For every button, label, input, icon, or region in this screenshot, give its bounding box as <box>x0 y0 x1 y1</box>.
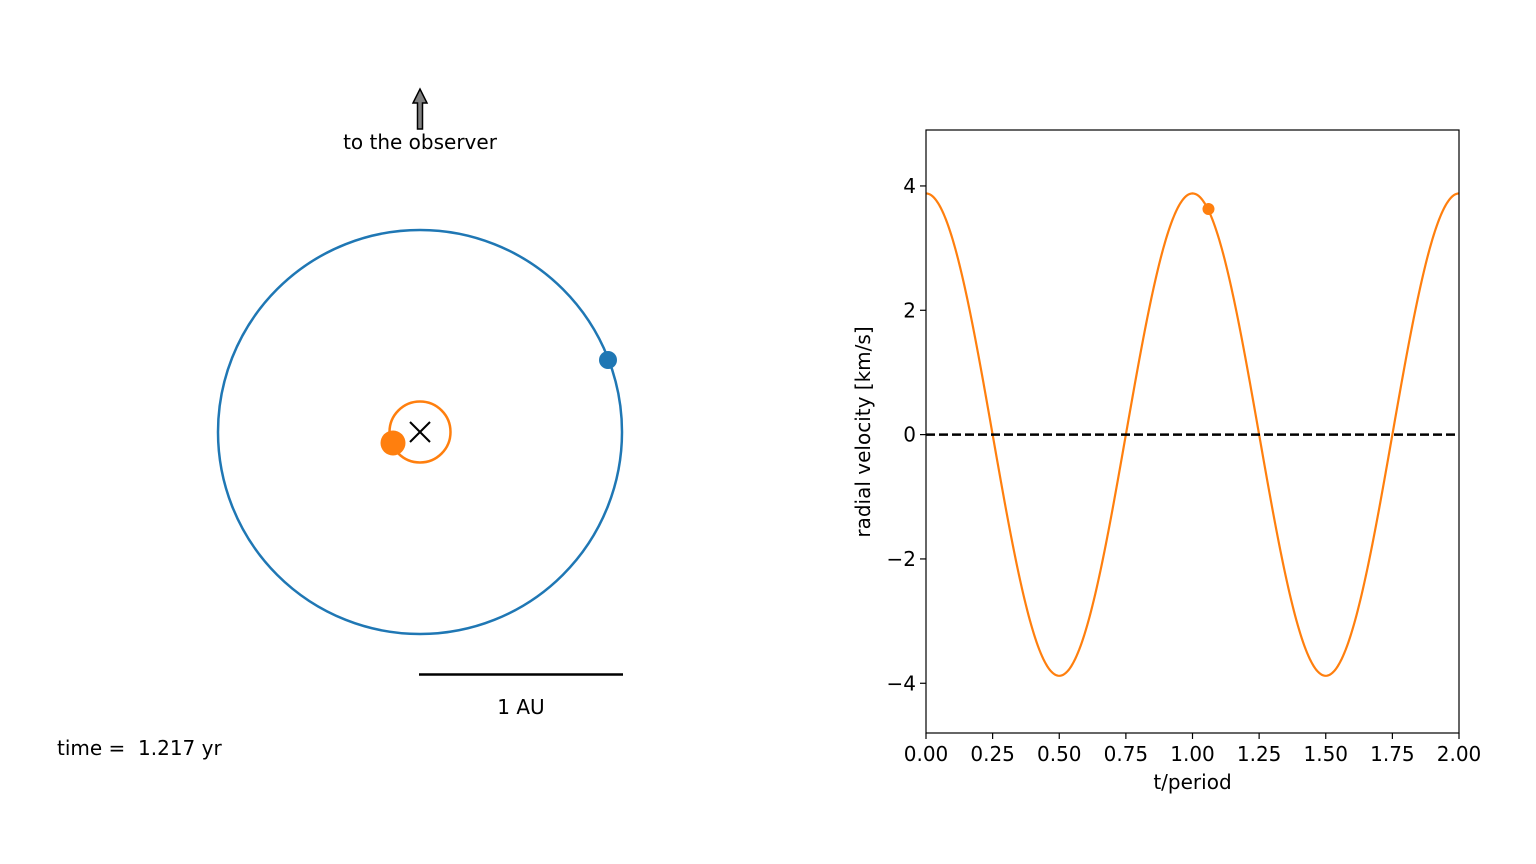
barycenter-x-icon <box>409 421 431 443</box>
x-tick-label: 1.75 <box>1370 742 1415 766</box>
observer-label: to the observer <box>343 130 498 154</box>
rv-chart: 0.00 0.25 0.50 0.75 1.00 1.25 1.50 1.75 2.00 −4−… <box>851 129 1482 794</box>
x-tick-label: 0.50 <box>1037 742 1082 766</box>
y-ticks: −4 −2 0 2 4 <box>887 174 926 695</box>
planet-marker <box>599 351 617 369</box>
y-tick-label: 4 <box>903 174 916 198</box>
rv-curve-layer <box>925 192 1460 677</box>
planet-orbit <box>216 228 624 636</box>
y-tick-label: 2 <box>903 298 916 322</box>
plot-frame <box>925 129 1460 734</box>
y-tick-label: −2 <box>887 547 916 571</box>
x-ticks: 0.00 0.25 0.50 0.75 1.00 1.25 1.50 1.75 2.00 <box>904 733 1482 766</box>
rv-series-line <box>925 192 1460 677</box>
observer-arrow-icon <box>411 87 429 130</box>
x-tick-label: 0.75 <box>1104 742 1149 766</box>
current-point-layer <box>1202 202 1215 215</box>
y-tick-label: 0 <box>903 423 916 447</box>
scale-label: 1 AU <box>497 695 544 719</box>
x-tick-label: 0.00 <box>904 742 949 766</box>
orbit-panel: to the observer 1 AU time = 1.217 yr <box>57 87 624 760</box>
x-tick-label: 0.25 <box>970 742 1015 766</box>
x-tick-label: 1.25 <box>1237 742 1282 766</box>
y-tick-label: −4 <box>887 671 916 695</box>
time-readout: time = 1.217 yr <box>57 736 222 760</box>
x-tick-label: 1.00 <box>1170 742 1215 766</box>
x-tick-label: 2.00 <box>1437 742 1482 766</box>
star-marker <box>380 430 406 456</box>
y-axis-label: radial velocity [km/s] <box>851 326 875 537</box>
current-rv-point <box>1202 202 1215 215</box>
x-tick-label: 1.50 <box>1303 742 1348 766</box>
x-axis-label: t/period <box>1153 770 1231 794</box>
